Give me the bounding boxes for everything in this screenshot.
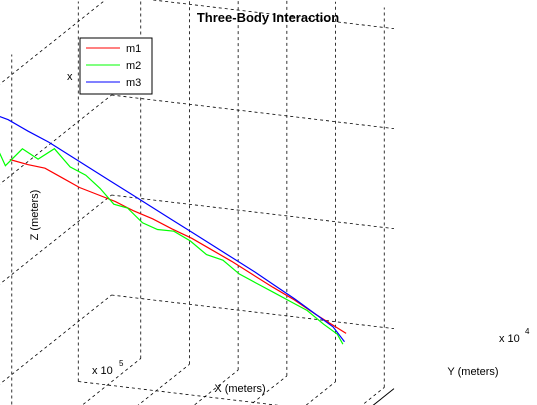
tick-layer: -2.5-2-1.5-1-0.50-20-100051015	[0, 133, 377, 405]
grid-layer	[0, 0, 395, 405]
axes-layer	[372, 388, 395, 405]
series-line-m1	[9, 158, 347, 334]
series-line-m2	[0, 147, 344, 345]
grid-line-wall-z	[0, 194, 112, 285]
grid-line-wall-z	[111, 94, 395, 130]
y-axis-multiplier-exponent: 4	[525, 327, 530, 336]
legend-box	[79, 37, 153, 95]
x-axis-multiplier-exponent: 5	[119, 359, 124, 368]
legend-label-m2: m2	[126, 60, 141, 72]
y-axis-multiplier: x 10	[499, 333, 520, 345]
grid-line-wall-z	[111, 294, 395, 330]
chart-title: Three-Body Interaction	[197, 10, 339, 25]
grid-line-wall-z	[0, 94, 112, 185]
legend-label-m3: m3	[126, 77, 141, 89]
x-axis-label: X (meters)	[214, 383, 265, 395]
z-axis-multiplier: x	[67, 71, 73, 83]
series-layer	[0, 115, 347, 345]
legend-label-m1: m1	[126, 43, 141, 55]
y-axis-label: Y (meters)	[447, 366, 498, 378]
grid-line-wall-z	[111, 194, 395, 230]
legend: m1 m2 m3	[79, 37, 153, 95]
grid-line-wall-z	[0, 0, 106, 85]
z-axis-label: Z (meters)	[29, 190, 41, 241]
grid-line-floor-x	[193, 369, 239, 405]
x-axis-multiplier: x 10	[92, 365, 113, 377]
grid-line-wall-z	[0, 294, 112, 385]
series-line-m3	[0, 115, 345, 343]
